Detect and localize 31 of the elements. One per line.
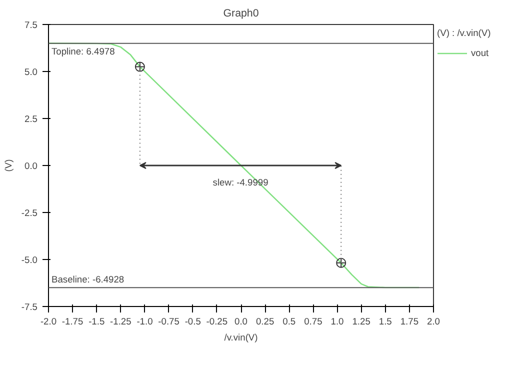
y-tick-label: 5.0 <box>24 67 38 77</box>
y-tick-label: -5.0 <box>21 255 38 265</box>
legend-label: vout <box>471 48 490 58</box>
y-tick-label: 2.5 <box>24 114 38 124</box>
x-axis-title: /v.vin(V) <box>224 332 258 342</box>
x-tick-label: 2.0 <box>427 316 440 326</box>
x-tick-label: -2.0 <box>40 316 57 326</box>
y-tick-label: 7.5 <box>24 20 38 30</box>
x-tick-label: 0.25 <box>256 316 274 326</box>
ref-line-label: Topline: 6.4978 <box>52 46 115 56</box>
ref-line-label: Baseline: -6.4928 <box>52 274 124 285</box>
x-tick-label: 0.75 <box>304 316 322 326</box>
x-tick-label: -0.5 <box>184 316 201 326</box>
chart-title: Graph0 <box>223 8 259 20</box>
x-tick-label: 1.25 <box>352 316 370 326</box>
y-tick-label: -2.5 <box>21 208 38 218</box>
x-tick-label: 1.0 <box>330 316 344 326</box>
x-tick-label: 0.0 <box>234 316 248 326</box>
x-tick-label: -1.25 <box>110 316 132 326</box>
x-tick-label: -1.0 <box>136 316 153 326</box>
x-tick-label: -1.5 <box>88 316 105 326</box>
x-tick-label: 1.5 <box>378 316 392 326</box>
y-axis-title: (V) <box>3 159 14 172</box>
x-tick-label: -0.25 <box>206 316 228 326</box>
y-tick-label: 0.0 <box>24 161 38 171</box>
x-tick-label: 1.75 <box>400 316 419 326</box>
legend-title: (V) : /v.vin(V) <box>437 28 491 38</box>
y-tick-label: -7.5 <box>21 302 38 312</box>
x-tick-label: -1.75 <box>62 316 84 326</box>
x-tick-label: -0.75 <box>158 316 180 326</box>
x-tick-label: 0.5 <box>282 316 296 326</box>
